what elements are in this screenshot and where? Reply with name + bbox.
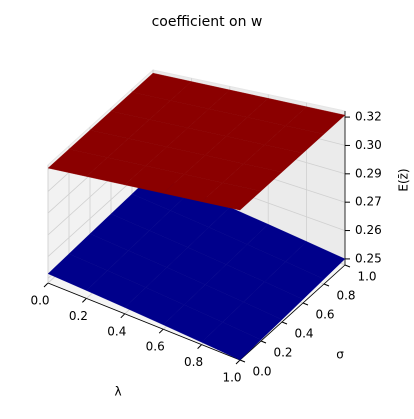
z-tick-label: 0.30 (355, 138, 382, 152)
z-tick-label: 0.26 (355, 223, 382, 237)
x-tick-label: 0.8 (184, 355, 203, 369)
surface-cell (201, 182, 262, 211)
surface-cell (201, 321, 262, 361)
x-tick-label: 0.2 (69, 309, 88, 323)
x-tick (235, 359, 241, 365)
z-tick-label: 0.29 (355, 166, 382, 180)
z-tick-label: 0.25 (355, 251, 382, 265)
y-tick-label: 0.2 (273, 346, 292, 360)
x-tick (120, 313, 126, 319)
y-tick (302, 302, 309, 306)
x-tick-label: 0.4 (107, 324, 126, 338)
y-axis-label: σ (336, 348, 344, 362)
z-tick-label: 0.27 (355, 195, 382, 209)
x-tick (43, 282, 49, 288)
x-tick (197, 344, 202, 349)
x-tick-label: 1.0 (222, 371, 241, 385)
x-tick-label: 0.0 (30, 294, 49, 308)
x-tick-label: 0.6 (146, 340, 165, 354)
axis-line (47, 282, 241, 361)
y-tick (344, 264, 351, 268)
y-tick (260, 340, 267, 344)
y-tick (239, 359, 246, 363)
x-axis-label: λ (114, 385, 121, 399)
y-tick-label: 1.0 (357, 270, 376, 284)
y-tick-label: 0.8 (336, 289, 355, 303)
z-axis-label: E(z̄) (397, 168, 411, 191)
x-tick (158, 328, 164, 334)
y-tick (323, 283, 330, 287)
chart-title: coefficient on w (152, 14, 263, 30)
y-tick-label: 0.4 (294, 327, 313, 341)
z-tick-label: 0.32 (355, 110, 382, 124)
y-tick-label: 0.6 (315, 308, 334, 322)
axis-line (239, 264, 346, 361)
x-tick (82, 298, 87, 303)
y-tick (281, 321, 288, 325)
y-tick-label: 0.0 (252, 365, 271, 379)
